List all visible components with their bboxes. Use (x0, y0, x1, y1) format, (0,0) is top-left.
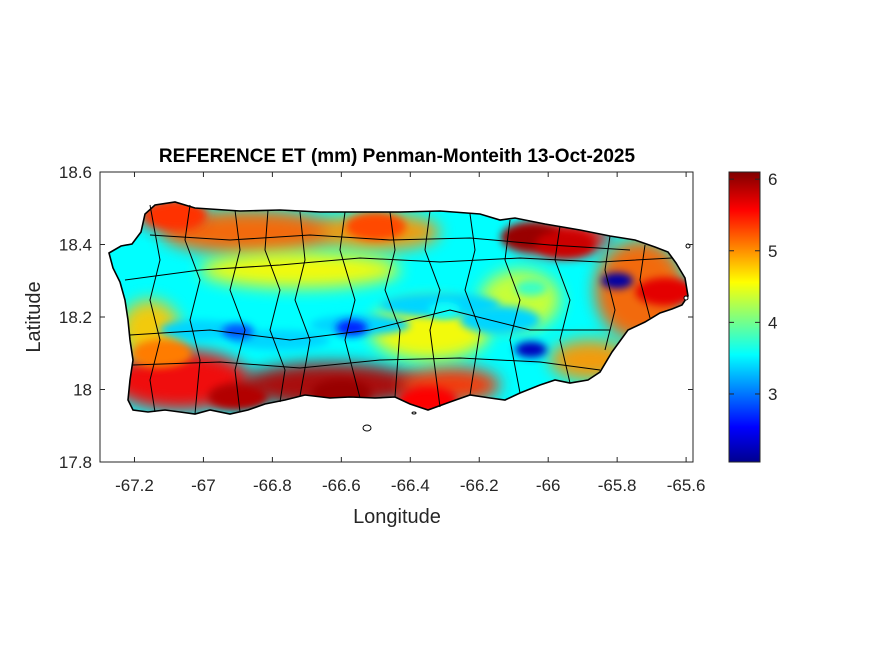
colorbar-ticks: 3 4 5 6 (729, 170, 777, 404)
municipality-line (264, 209, 286, 403)
x-tick-label: -66.8 (253, 476, 292, 495)
municipality-line (294, 211, 311, 397)
municipality-line (424, 210, 441, 408)
municipality-line (149, 234, 631, 251)
x-tick-label: -66.4 (391, 476, 430, 495)
coldspot (221, 323, 254, 340)
y-tick-label: 18.2 (59, 308, 92, 327)
municipality-line (554, 225, 571, 384)
municipality-line (129, 309, 610, 341)
hotspot (635, 277, 688, 306)
colorbar-tick-label: 3 (768, 385, 777, 404)
municipality-line (124, 257, 673, 281)
colorbar-tick-label: 4 (768, 313, 777, 332)
x-tick-label: -65.8 (598, 476, 637, 495)
y-tick-label: 18 (73, 381, 92, 400)
island-outline (108, 201, 689, 415)
x-tick-label: -67.2 (115, 476, 154, 495)
x-tick-label: -65.6 (667, 476, 706, 495)
municipality-boundaries (124, 204, 673, 415)
x-axis-label: Longitude (353, 506, 441, 528)
cool-band (160, 320, 240, 340)
x-tick-label: -66.2 (460, 476, 499, 495)
chart-title: REFERENCE ET (mm) Penman-Monteith 13-Oct… (159, 146, 636, 167)
municipality-line (132, 357, 601, 371)
islet (362, 424, 372, 432)
hotspot (345, 212, 406, 241)
colorbar-tick-label: 6 (768, 170, 777, 189)
x-tick-label: -66.6 (322, 476, 361, 495)
hotspot (145, 202, 206, 230)
colorbar (728, 171, 761, 463)
x-tick-label: -67 (191, 476, 216, 495)
colorbar-tick-label: 5 (768, 242, 777, 261)
heat-region (200, 252, 400, 288)
coldspot (514, 280, 547, 296)
y-tick-label: 18.4 (59, 236, 92, 255)
islet (683, 295, 689, 301)
coldspot (514, 341, 547, 358)
municipality-line (149, 204, 161, 413)
heat-region (160, 210, 340, 254)
cool-band (230, 330, 330, 350)
coldspot (335, 319, 368, 336)
y-tick-label: 17.8 (59, 453, 92, 472)
hotspot (132, 339, 193, 368)
municipality-line (384, 211, 401, 398)
hotspot (535, 230, 596, 259)
municipality-line (504, 219, 521, 394)
islet (411, 411, 417, 415)
y-axis: 17.8 18 18.2 18.4 18.6 (59, 163, 693, 472)
y-axis-label: Latitude (23, 281, 45, 352)
municipality-line (184, 204, 201, 415)
x-tick-label: -66 (536, 476, 561, 495)
x-axis: -67.2 -67 -66.8 -66.6 -66.4 -66.2 -66 -65.8 -65.… (115, 172, 705, 495)
municipality-line (229, 209, 246, 413)
municipality-line (639, 244, 651, 319)
y-tick-label: 18.6 (59, 163, 92, 182)
